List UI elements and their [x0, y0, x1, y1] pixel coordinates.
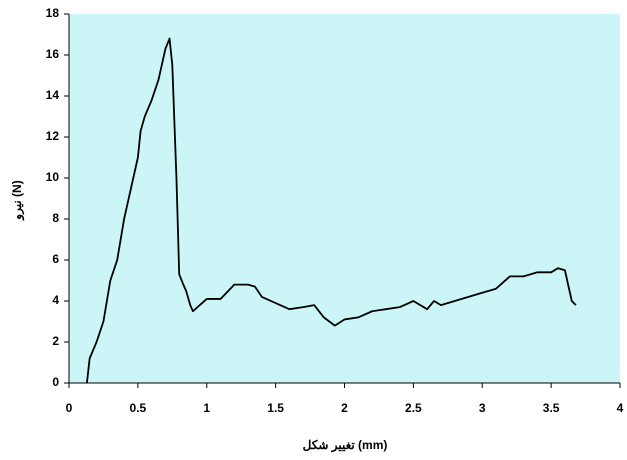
x-tick-label: 3	[479, 401, 486, 415]
y-tick-label: 6	[52, 252, 59, 266]
y-axis-label: نیرو (N)	[10, 180, 25, 220]
y-tick-label: 12	[46, 129, 60, 143]
y-tick-label: 4	[52, 293, 59, 307]
x-tick-label: 2.5	[405, 401, 422, 415]
x-tick-label: 2	[341, 401, 348, 415]
x-tick-label: 1.5	[267, 401, 284, 415]
y-tick-label: 10	[46, 170, 60, 184]
y-tick-label: 14	[46, 88, 60, 102]
y-tick-label: 0	[52, 375, 59, 389]
x-tick-label: 3.5	[543, 401, 560, 415]
y-tick-label: 18	[46, 6, 60, 20]
y-tick-label: 8	[52, 211, 59, 225]
data-line	[86, 37, 577, 384]
x-tick-label: 0.5	[130, 401, 147, 415]
y-tick-label: 16	[46, 47, 60, 61]
plot-area	[69, 14, 620, 383]
x-tick-label: 0	[66, 401, 73, 415]
x-axis-label: تغییر شکل (mm)	[303, 438, 388, 453]
x-tick-label: 4	[617, 401, 624, 415]
x-tick-label: 1	[203, 401, 210, 415]
y-tick-label: 2	[52, 334, 59, 348]
